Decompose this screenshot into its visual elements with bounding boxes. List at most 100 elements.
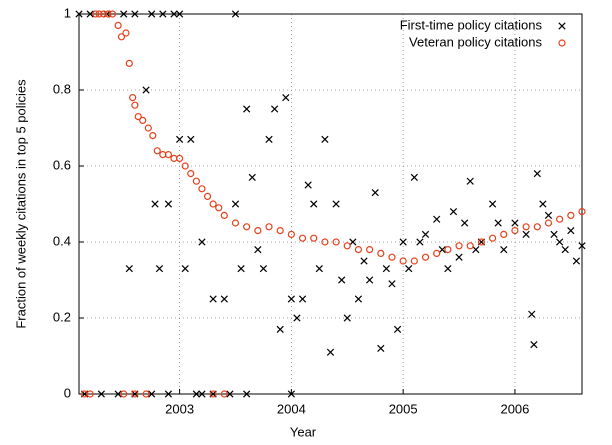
point — [455, 242, 463, 250]
point — [209, 200, 217, 208]
point — [131, 390, 139, 398]
point — [192, 390, 200, 398]
plot-frame — [78, 13, 583, 395]
point — [544, 219, 553, 227]
point — [148, 390, 156, 398]
point — [220, 390, 228, 398]
point — [472, 245, 480, 254]
point — [556, 215, 564, 223]
point — [377, 344, 385, 353]
point — [477, 238, 485, 246]
point — [231, 10, 240, 18]
point — [338, 276, 346, 284]
point — [488, 200, 497, 208]
point — [282, 93, 290, 102]
point — [164, 390, 173, 398]
point — [153, 147, 161, 155]
point — [254, 227, 262, 235]
x-tick-label: 2005 — [389, 401, 418, 416]
point — [86, 390, 94, 398]
point — [444, 264, 452, 273]
point — [120, 10, 128, 18]
point — [254, 245, 262, 254]
y-tick-label: 0 — [64, 385, 71, 400]
point — [567, 226, 575, 235]
point — [500, 230, 508, 238]
point — [399, 257, 407, 265]
point — [104, 10, 112, 18]
point — [231, 200, 240, 208]
point — [176, 154, 184, 162]
point — [287, 390, 296, 398]
point — [237, 264, 245, 273]
point — [175, 135, 184, 144]
point — [287, 230, 295, 238]
point — [500, 245, 508, 254]
point — [433, 249, 441, 257]
point — [125, 264, 133, 273]
point — [310, 234, 318, 242]
point — [410, 173, 418, 182]
point — [215, 204, 223, 212]
point — [533, 169, 541, 178]
point — [572, 257, 581, 265]
point — [198, 390, 206, 398]
point — [265, 223, 273, 231]
point — [539, 200, 547, 208]
point — [220, 211, 228, 219]
point — [455, 253, 463, 261]
point — [287, 295, 296, 303]
point — [86, 10, 94, 18]
point — [122, 29, 130, 37]
point — [365, 276, 374, 284]
point — [187, 135, 195, 144]
point — [139, 116, 147, 125]
point — [488, 234, 497, 242]
point — [187, 170, 195, 178]
point — [120, 390, 128, 398]
point — [149, 132, 157, 140]
point — [410, 257, 418, 265]
point — [209, 390, 217, 398]
point — [131, 10, 139, 18]
point — [243, 223, 251, 231]
x-axis-label: Year — [290, 424, 317, 439]
y-tick-label: 0.6 — [53, 157, 71, 172]
point — [243, 390, 251, 398]
point — [192, 177, 200, 185]
x-tick-label: 2006 — [500, 401, 529, 416]
point — [416, 238, 424, 246]
point — [354, 246, 363, 254]
point — [270, 105, 279, 113]
point — [315, 264, 323, 273]
point — [117, 33, 126, 41]
point — [198, 185, 206, 193]
point — [181, 264, 189, 273]
point — [164, 200, 173, 208]
point — [371, 188, 379, 197]
point — [108, 10, 117, 18]
point — [159, 10, 167, 18]
point — [332, 200, 340, 208]
point — [578, 208, 586, 216]
point — [170, 10, 178, 18]
point — [131, 101, 139, 109]
point — [332, 238, 340, 246]
point — [393, 325, 402, 334]
point — [382, 264, 391, 273]
point — [155, 264, 164, 273]
point — [75, 10, 83, 18]
point — [343, 314, 351, 322]
point — [444, 246, 452, 254]
point — [377, 249, 385, 257]
point — [304, 181, 312, 189]
y-tick-label: 1 — [64, 5, 71, 20]
point — [466, 242, 474, 250]
point — [259, 264, 268, 273]
point — [265, 135, 273, 144]
point — [366, 246, 374, 254]
point — [298, 295, 307, 303]
point — [343, 242, 351, 250]
point — [388, 253, 396, 261]
point — [231, 219, 240, 227]
